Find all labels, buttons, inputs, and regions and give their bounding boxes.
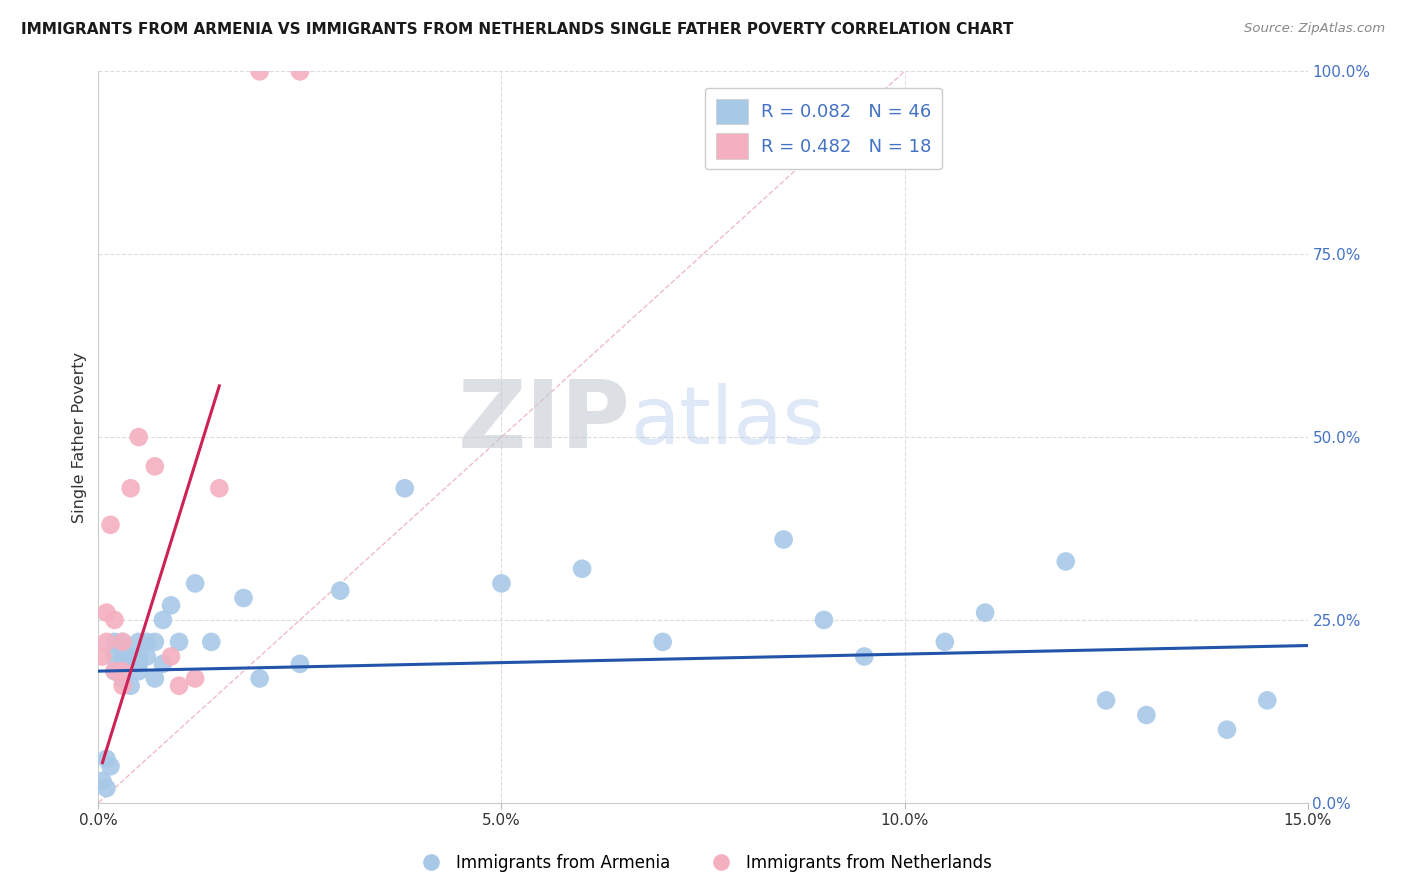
Point [571,562,593,576]
Point [167,635,190,649]
Point [111,635,134,649]
Y-axis label: Single Father Poverty: Single Father Poverty [72,351,87,523]
Point [1256,693,1278,707]
Text: atlas: atlas [630,384,825,461]
Point [100,759,122,773]
Point [128,649,150,664]
Point [135,649,157,664]
Point [160,649,183,664]
Point [111,664,134,678]
Point [100,517,122,532]
Point [96,606,118,620]
Point [143,672,166,686]
Point [974,606,997,620]
Point [152,657,174,671]
Point [96,635,118,649]
Point [111,649,134,664]
Point [160,599,183,613]
Point [152,613,174,627]
Legend: Immigrants from Armenia, Immigrants from Netherlands: Immigrants from Armenia, Immigrants from… [408,847,998,879]
Point [96,752,118,766]
Point [111,672,134,686]
Point [249,672,271,686]
Point [143,635,166,649]
Point [651,635,673,649]
Point [1054,554,1077,568]
Point [128,430,150,444]
Point [120,679,142,693]
Text: IMMIGRANTS FROM ARMENIA VS IMMIGRANTS FROM NETHERLANDS SINGLE FATHER POVERTY COR: IMMIGRANTS FROM ARMENIA VS IMMIGRANTS FR… [21,22,1014,37]
Point [91,649,114,664]
Point [394,481,416,495]
Point [135,635,157,649]
Point [111,657,134,671]
Point [1095,693,1118,707]
Point [103,649,125,664]
Point [329,583,352,598]
Point [103,613,125,627]
Point [103,635,125,649]
Point [167,679,190,693]
Point [96,781,118,796]
Point [111,679,134,693]
Point [111,642,134,657]
Point [208,481,231,495]
Point [103,664,125,678]
Point [249,64,271,78]
Point [184,576,207,591]
Point [1135,708,1157,723]
Point [491,576,513,591]
Point [143,459,166,474]
Point [288,64,311,78]
Point [288,657,311,671]
Point [120,481,142,495]
Point [91,773,114,788]
Point [103,664,125,678]
Point [772,533,794,547]
Point [184,672,207,686]
Point [934,635,956,649]
Point [853,649,876,664]
Point [128,664,150,678]
Point [813,613,835,627]
Text: Source: ZipAtlas.com: Source: ZipAtlas.com [1244,22,1385,36]
Point [128,657,150,671]
Point [232,591,254,605]
Point [120,649,142,664]
Point [200,635,222,649]
Point [128,635,150,649]
Point [1216,723,1239,737]
Point [111,635,134,649]
Text: ZIP: ZIP [457,376,630,468]
